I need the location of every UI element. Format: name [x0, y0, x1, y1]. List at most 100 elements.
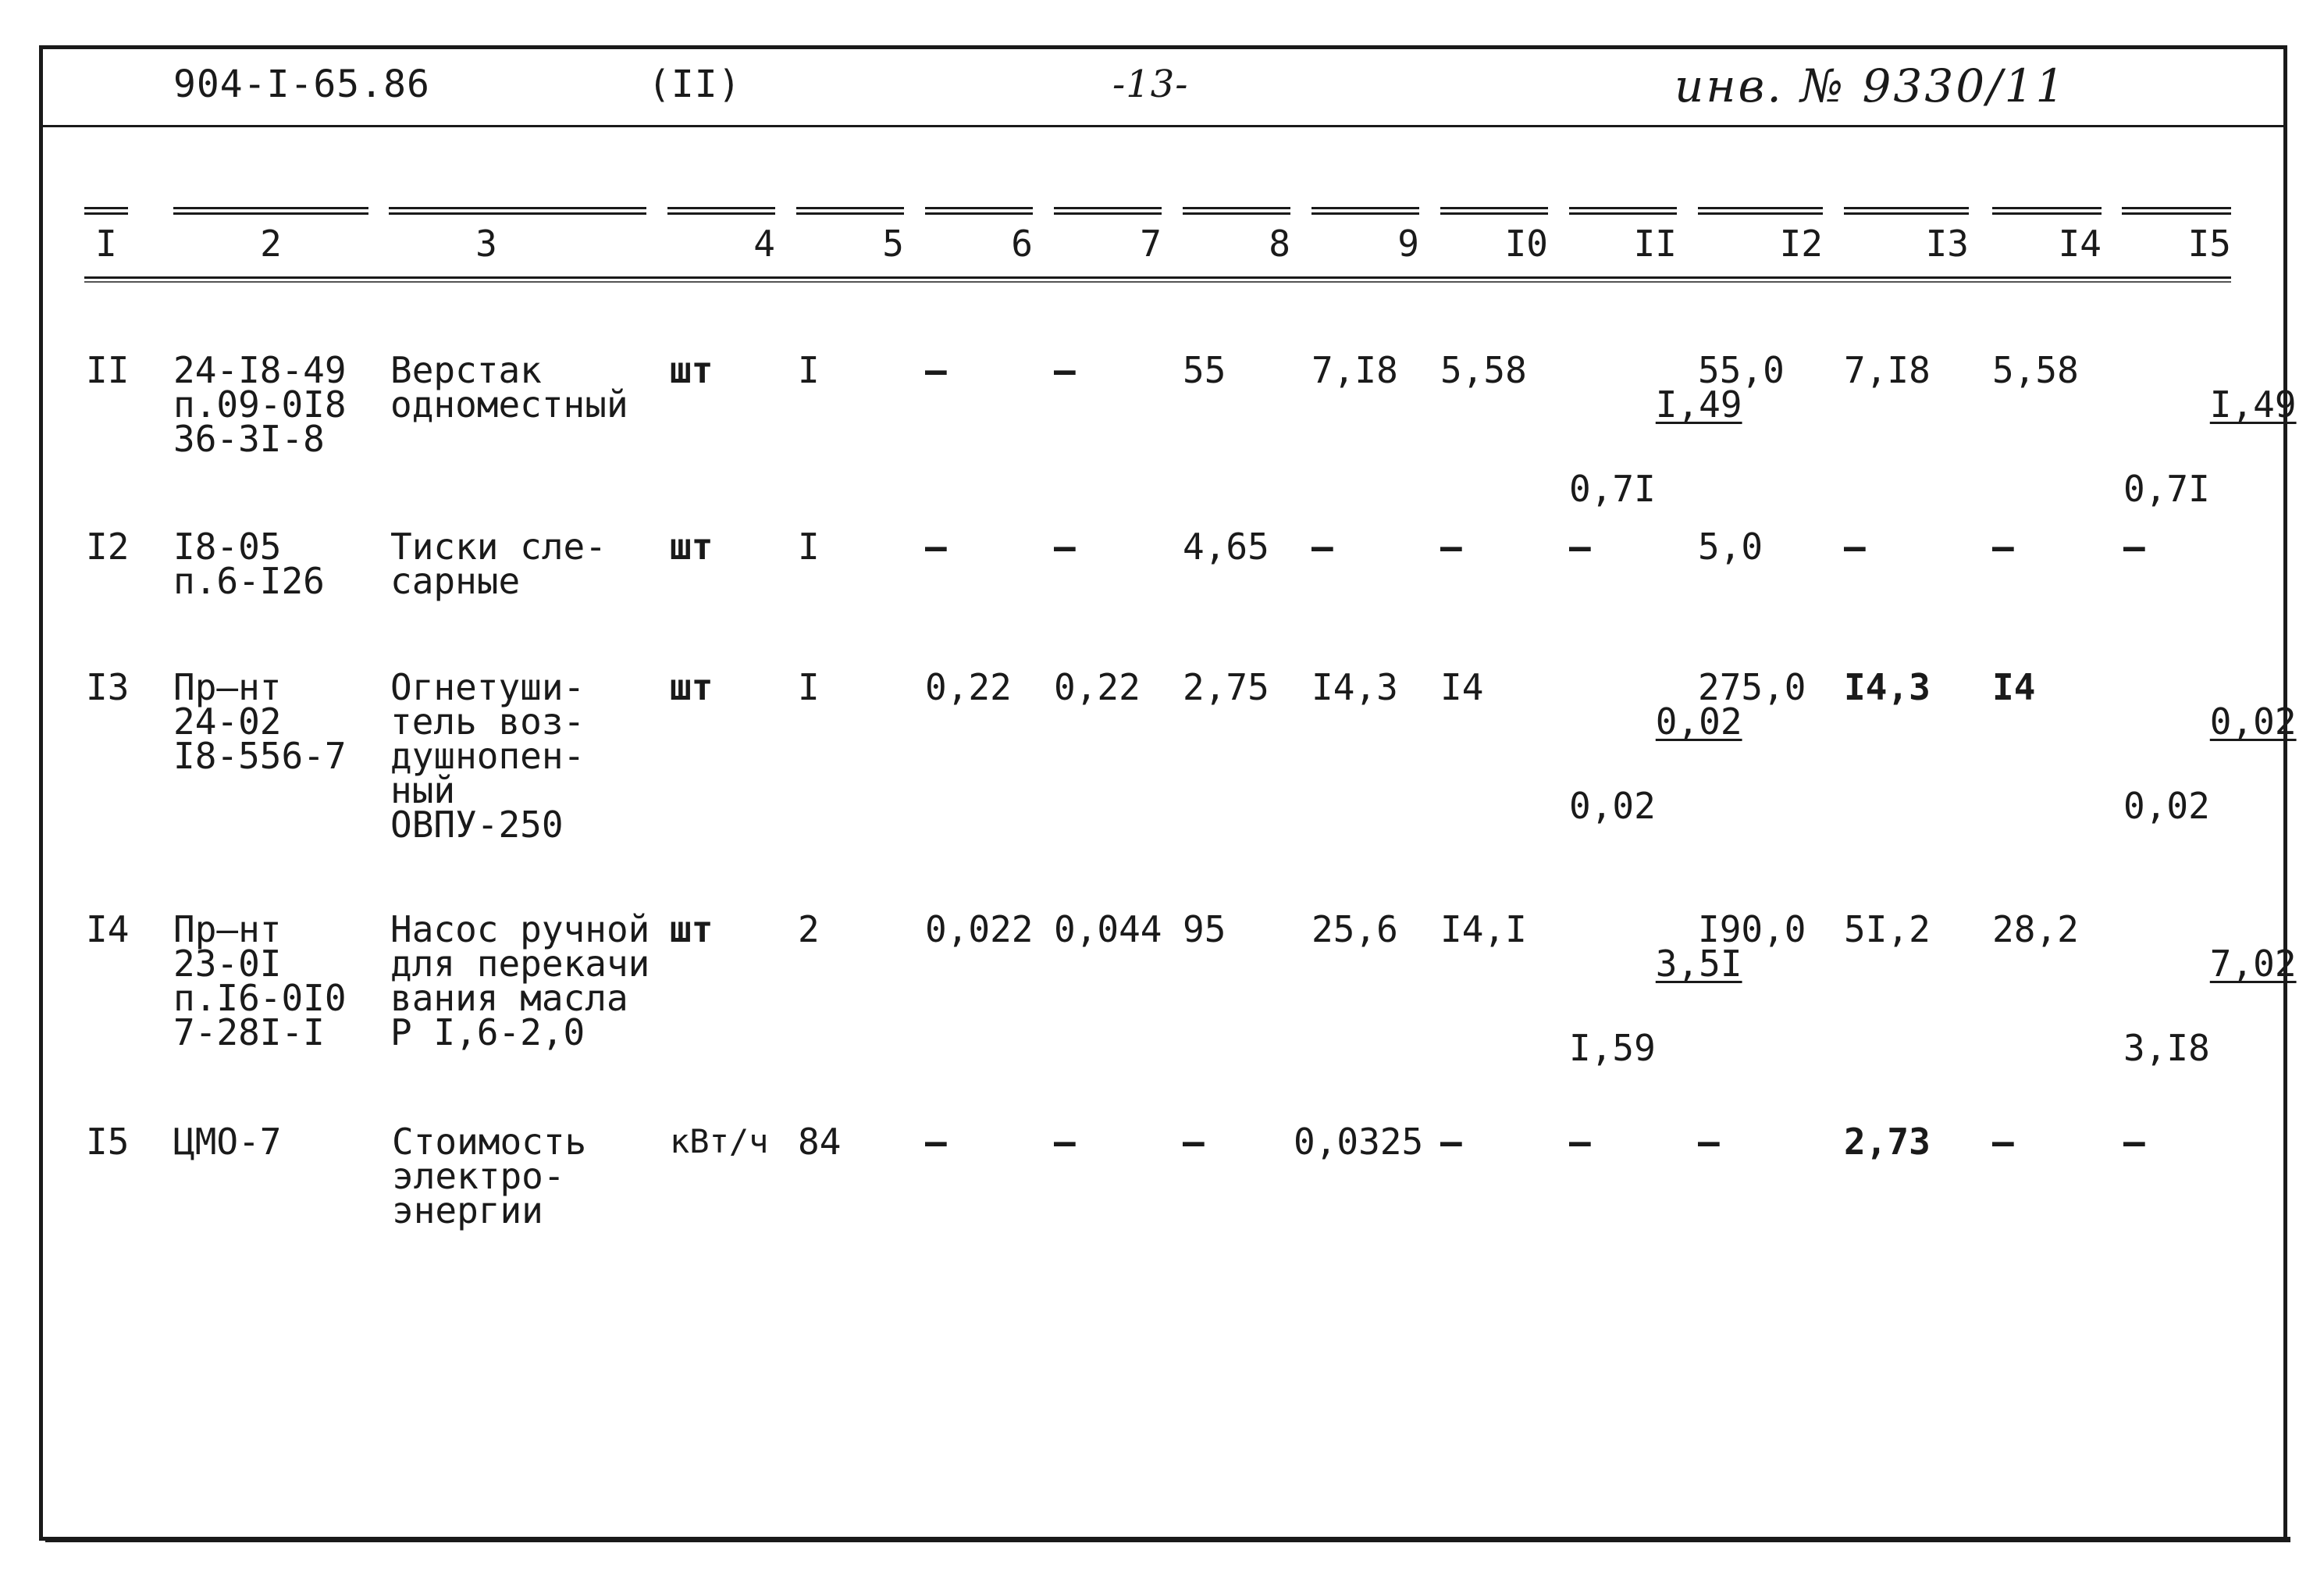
col14-value: – — [1992, 1121, 2014, 1163]
norm-code: 24-I8-49 п.09-0I8 36-3I-8 — [173, 349, 347, 460]
col6-value: – — [925, 349, 947, 391]
col15-value: – — [2123, 526, 2145, 568]
col15-fraction: 0,02 0,02 — [2123, 670, 2297, 892]
row-number: I2 — [86, 526, 130, 568]
col6-value: – — [925, 526, 947, 568]
norm-code: Пр–нт 23-0I п.I6-0I0 7-28I-I — [173, 908, 347, 1053]
col9-value: 7,I8 — [1311, 349, 1398, 391]
fraction-denominator: 0,02 — [1569, 785, 1656, 827]
fraction-denominator: 0,7I — [1569, 468, 1656, 510]
col7-value: – — [1054, 349, 1076, 391]
col12-value: I90,0 — [1698, 908, 1806, 950]
column-number: II — [1633, 223, 1677, 265]
fraction-numerator: 7,02 — [2209, 943, 2297, 985]
col9-value: 25,6 — [1311, 908, 1398, 950]
column-rule — [173, 207, 368, 215]
col12-value: 55,0 — [1698, 349, 1785, 391]
col8-value: – — [1183, 1121, 1205, 1163]
unit: шт — [670, 526, 714, 568]
unit: кВт/ч — [670, 1122, 769, 1160]
col14-value: 28,2 — [1992, 908, 2079, 950]
norm-code: ЦМО-7 — [173, 1121, 282, 1163]
fraction-numerator: I,49 — [1655, 383, 1742, 426]
column-rule — [1183, 207, 1290, 215]
column-number: 4 — [753, 223, 775, 265]
document-frame — [39, 45, 2287, 1541]
col13-value: I4,3 — [1844, 666, 1931, 708]
fraction-denominator: I,59 — [1569, 1027, 1656, 1069]
norm-code: Пр–нт 24-02 I8-556-7 — [173, 666, 347, 777]
fraction-denominator: 0,02 — [2123, 785, 2210, 827]
unit: шт — [670, 349, 714, 391]
column-rule — [1844, 207, 1969, 215]
col14-value: – — [1992, 526, 2014, 568]
column-number: 9 — [1397, 223, 1419, 265]
col13-value: 5I,2 — [1844, 908, 1931, 950]
col14-value: I4 — [1992, 666, 2036, 708]
quantity: I — [798, 526, 820, 568]
header-divider — [41, 125, 2286, 127]
inventory-number: инв. № 9330/11 — [1674, 59, 2067, 112]
column-rule — [389, 207, 646, 215]
column-rule — [1569, 207, 1677, 215]
column-number: I — [95, 223, 117, 265]
col12-value: – — [1698, 1121, 1720, 1163]
fraction-denominator: 3,I8 — [2123, 1027, 2210, 1069]
column-rule — [925, 207, 1033, 215]
frame-shadow — [45, 1537, 2290, 1542]
fraction-numerator: 0,02 — [1655, 700, 1742, 743]
section-label: (II) — [648, 62, 742, 106]
column-number: 3 — [475, 223, 497, 265]
quantity: 84 — [798, 1121, 842, 1163]
col12-value: 275,0 — [1698, 666, 1806, 708]
col15-fraction: 7,02 3,I8 — [2123, 912, 2297, 1134]
row-number: I3 — [86, 666, 130, 708]
col11-value: – — [1569, 1121, 1591, 1163]
column-rule — [1698, 207, 1823, 215]
row-number: I5 — [86, 1121, 130, 1163]
column-number: I0 — [1504, 223, 1548, 265]
col12-value: 5,0 — [1698, 526, 1763, 568]
item-name: Огнетуши- тель воз- душнопен- ный ОВПУ-2… — [390, 666, 585, 846]
column-header-rule-shadow — [84, 281, 2231, 283]
column-rule — [1992, 207, 2102, 215]
unit: шт — [670, 908, 714, 950]
column-rule — [1440, 207, 1548, 215]
col6-value: 0,22 — [925, 666, 1012, 708]
page-number: -13- — [1112, 62, 1189, 106]
col8-value: 2,75 — [1183, 666, 1269, 708]
column-number: 5 — [882, 223, 904, 265]
col7-value: 0,044 — [1054, 908, 1162, 950]
col13-value: – — [1844, 526, 1866, 568]
quantity: 2 — [798, 908, 820, 950]
fraction-numerator: 3,5I — [1655, 943, 1742, 985]
item-name: Верстак одноместный — [390, 349, 628, 426]
row-number: I4 — [86, 908, 130, 950]
col8-value: 55 — [1183, 349, 1226, 391]
col11-value: – — [1569, 526, 1591, 568]
col13-value: 7,I8 — [1844, 349, 1931, 391]
item-name: Тиски сле- сарные — [390, 526, 607, 602]
col9-value: 0,0325 — [1294, 1121, 1424, 1163]
col11-fraction: 3,5I I,59 — [1569, 912, 1742, 1134]
column-rule — [1054, 207, 1162, 215]
item-name: Насос ручной для перекачи вания масла Р … — [390, 908, 650, 1053]
col15-fraction: I,49 0,7I — [2123, 353, 2297, 575]
row-number: II — [86, 349, 130, 391]
column-number: 7 — [1140, 223, 1162, 265]
col10-value: 5,58 — [1440, 349, 1527, 391]
column-number: 2 — [260, 223, 282, 265]
column-number: I5 — [2187, 223, 2231, 265]
column-rule — [1311, 207, 1419, 215]
col13-value: 2,73 — [1844, 1121, 1931, 1163]
quantity: I — [798, 666, 820, 708]
col11-fraction: 0,02 0,02 — [1569, 670, 1742, 892]
col9-value: I4,3 — [1311, 666, 1398, 708]
col14-value: 5,58 — [1992, 349, 2079, 391]
col7-value: – — [1054, 1121, 1076, 1163]
col11-fraction: I,49 0,7I — [1569, 353, 1742, 575]
column-number: 6 — [1011, 223, 1033, 265]
col15-value: – — [2123, 1121, 2145, 1163]
col6-value: – — [925, 1121, 947, 1163]
col8-value: 4,65 — [1183, 526, 1269, 568]
